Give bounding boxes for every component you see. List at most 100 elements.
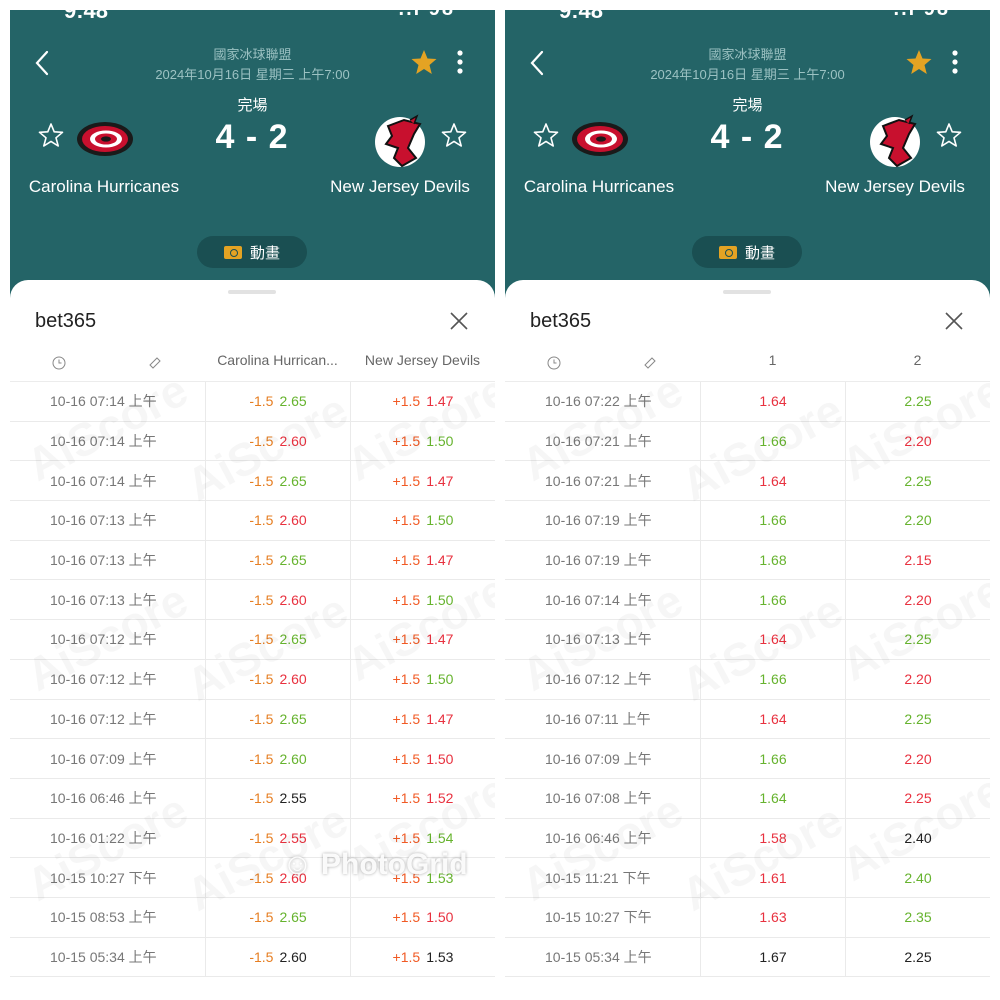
odds-home-cell: -1.5 2.60 bbox=[205, 659, 350, 699]
odds-row[interactable]: 10-15 11:21 下午 1.61 2.40 bbox=[505, 858, 990, 898]
odds-row-time: 10-16 07:13 上午 bbox=[50, 552, 157, 569]
odds-row[interactable]: 10-16 07:13 上午 -1.5 2.60 +1.5 1.50 bbox=[10, 501, 495, 541]
odds-away-cell: +1.5 1.50 bbox=[350, 580, 495, 620]
hurricanes-logo bbox=[570, 114, 630, 164]
away-odds-value: 2.25 bbox=[904, 631, 932, 648]
more-menu-button[interactable] bbox=[945, 48, 965, 76]
odds-row[interactable]: 10-16 07:12 上午 -1.5 2.65 +1.5 1.47 bbox=[10, 699, 495, 740]
odds-row-time: 10-16 07:19 上午 bbox=[545, 552, 652, 569]
home-follow-button[interactable] bbox=[38, 122, 64, 148]
close-icon bbox=[450, 312, 468, 330]
odds-row[interactable]: 10-16 07:21 上午 1.66 2.20 bbox=[505, 421, 990, 462]
odds-row[interactable]: 10-16 07:19 上午 1.66 2.20 bbox=[505, 501, 990, 541]
chevron-left-icon bbox=[35, 50, 49, 76]
home-odds-value: 1.58 bbox=[759, 829, 787, 846]
odds-row[interactable]: 10-16 06:46 上午 1.58 2.40 bbox=[505, 818, 990, 859]
back-button[interactable] bbox=[525, 48, 551, 78]
home-odds-value: 1.64 bbox=[759, 631, 787, 648]
away-handicap: +1.5 bbox=[392, 671, 421, 688]
odds-row-time: 10-16 07:13 上午 bbox=[50, 591, 157, 608]
odds-away-cell: 2.20 bbox=[845, 659, 990, 699]
column-header-home: Carolina Hurrican... bbox=[217, 352, 338, 368]
odds-away-cell: +1.5 1.47 bbox=[350, 382, 495, 421]
sheet-grabber[interactable] bbox=[228, 290, 276, 294]
odds-row[interactable]: 10-16 07:09 上午 1.66 2.20 bbox=[505, 739, 990, 779]
away-handicap: +1.5 bbox=[392, 512, 421, 529]
odds-row[interactable]: 10-16 07:22 上午 1.64 2.25 bbox=[505, 382, 990, 422]
close-button[interactable] bbox=[448, 310, 470, 332]
close-button[interactable] bbox=[943, 310, 965, 332]
odds-row[interactable]: 10-16 01:22 上午 -1.5 2.55 +1.5 1.54 bbox=[10, 818, 495, 859]
status-bar: 9:48 ..l 98 bbox=[505, 10, 990, 23]
favorite-button[interactable] bbox=[905, 48, 933, 76]
odds-row[interactable]: 10-16 07:19 上午 1.68 2.15 bbox=[505, 540, 990, 581]
away-odds-value: 2.20 bbox=[904, 671, 932, 688]
odds-row[interactable]: 10-16 06:46 上午 -1.5 2.55 +1.5 1.52 bbox=[10, 778, 495, 819]
away-odds-value: 2.20 bbox=[904, 750, 932, 767]
away-follow-button[interactable] bbox=[936, 122, 962, 148]
odds-row[interactable]: 10-16 07:14 上午 -1.5 2.65 +1.5 1.47 bbox=[10, 461, 495, 502]
odds-row[interactable]: 10-16 07:11 上午 1.64 2.25 bbox=[505, 699, 990, 740]
away-team-name: New Jersey Devils bbox=[825, 177, 965, 196]
odds-home-cell: -1.5 2.65 bbox=[205, 699, 350, 739]
odds-away-cell: 2.20 bbox=[845, 739, 990, 778]
odds-row[interactable]: 10-15 08:53 上午 -1.5 2.65 +1.5 1.50 bbox=[10, 897, 495, 938]
favorite-button[interactable] bbox=[410, 48, 438, 76]
odds-row[interactable]: 10-16 07:14 上午 -1.5 2.60 +1.5 1.50 bbox=[10, 421, 495, 462]
match-datetime: 2024年10月16日 星期三 上午7:00 bbox=[650, 67, 845, 82]
odds-row[interactable]: 10-16 07:12 上午 -1.5 2.60 +1.5 1.50 bbox=[10, 659, 495, 700]
odds-row[interactable]: 10-16 07:08 上午 1.64 2.25 bbox=[505, 778, 990, 819]
odds-row-time: 10-15 11:21 下午 bbox=[545, 869, 651, 886]
chevron-left-icon bbox=[530, 50, 544, 76]
animation-icon bbox=[223, 245, 242, 259]
home-follow-button[interactable] bbox=[533, 122, 559, 148]
odds-away-cell: +1.5 1.53 bbox=[350, 937, 495, 977]
odds-row[interactable]: 10-15 05:34 上午 1.67 2.25 bbox=[505, 937, 990, 978]
home-handicap: -1.5 bbox=[249, 829, 274, 846]
odds-row[interactable]: 10-16 07:13 上午 -1.5 2.60 +1.5 1.50 bbox=[10, 580, 495, 621]
odds-home-cell: 1.66 bbox=[700, 501, 845, 540]
back-button[interactable] bbox=[30, 48, 56, 78]
home-odds-value: 1.66 bbox=[759, 433, 787, 450]
away-odds-value: 2.25 bbox=[904, 393, 932, 410]
away-handicap: +1.5 bbox=[392, 631, 421, 648]
odds-row-time: 10-16 06:46 上午 bbox=[50, 790, 157, 807]
odds-row[interactable]: 10-15 10:27 下午 -1.5 2.60 +1.5 1.53 bbox=[10, 858, 495, 898]
odds-row[interactable]: 10-16 07:21 上午 1.64 2.25 bbox=[505, 461, 990, 502]
odds-row[interactable]: 10-16 07:09 上午 -1.5 2.60 +1.5 1.50 bbox=[10, 739, 495, 779]
home-odds-value: 2.60 bbox=[279, 948, 307, 965]
odds-away-cell: +1.5 1.47 bbox=[350, 540, 495, 580]
odds-row[interactable]: 10-16 07:13 上午 -1.5 2.65 +1.5 1.47 bbox=[10, 540, 495, 581]
odds-row-time: 10-16 07:09 上午 bbox=[545, 750, 652, 767]
column-header-away: 2 bbox=[913, 352, 922, 368]
tag-icon bbox=[149, 357, 161, 369]
clock-icon bbox=[52, 356, 66, 370]
odds-row[interactable]: 10-15 05:34 上午 -1.5 2.60 +1.5 1.53 bbox=[10, 937, 495, 978]
away-odds-value: 1.47 bbox=[426, 552, 454, 569]
odds-home-cell: 1.66 bbox=[700, 580, 845, 620]
match-score: 4 - 2 bbox=[215, 118, 289, 156]
away-odds-value: 1.47 bbox=[426, 710, 454, 727]
animation-button[interactable]: 動畫 bbox=[197, 236, 307, 268]
more-menu-button[interactable] bbox=[450, 48, 470, 76]
home-odds-value: 2.60 bbox=[279, 591, 307, 608]
odds-away-cell: 2.25 bbox=[845, 699, 990, 739]
odds-row[interactable]: 10-16 07:14 上午 -1.5 2.65 +1.5 1.47 bbox=[10, 382, 495, 422]
odds-table: 10-16 07:14 上午 -1.5 2.65 +1.5 1.47 10-16 07:1… bbox=[10, 381, 495, 978]
odds-row[interactable]: 10-16 07:12 上午 -1.5 2.65 +1.5 1.47 bbox=[10, 620, 495, 660]
away-odds-value: 2.25 bbox=[904, 948, 932, 965]
animation-label: 動畫 bbox=[249, 244, 280, 262]
odds-row[interactable]: 10-15 10:27 下午 1.63 2.35 bbox=[505, 897, 990, 938]
animation-button[interactable]: 動畫 bbox=[692, 236, 802, 268]
away-follow-button[interactable] bbox=[441, 122, 467, 148]
odds-home-cell: -1.5 2.65 bbox=[205, 461, 350, 501]
animation-label: 動畫 bbox=[744, 244, 775, 262]
home-odds-value: 1.66 bbox=[759, 750, 787, 767]
odds-row[interactable]: 10-16 07:13 上午 1.64 2.25 bbox=[505, 620, 990, 660]
odds-row[interactable]: 10-16 07:12 上午 1.66 2.20 bbox=[505, 659, 990, 700]
away-handicap: +1.5 bbox=[392, 869, 421, 886]
home-odds-value: 2.55 bbox=[279, 829, 307, 846]
hurricanes-logo-icon bbox=[572, 122, 628, 156]
odds-row[interactable]: 10-16 07:14 上午 1.66 2.20 bbox=[505, 580, 990, 621]
sheet-grabber[interactable] bbox=[723, 290, 771, 294]
